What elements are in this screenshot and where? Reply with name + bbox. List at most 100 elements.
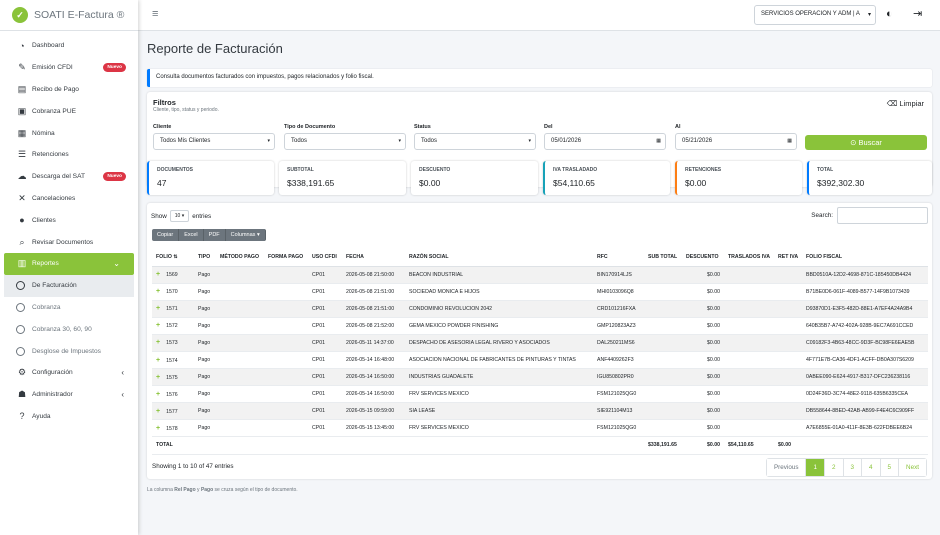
pagination-page-2[interactable]: 2 (824, 459, 844, 476)
table-row[interactable]: +1577 Pago CP01 2026-05-15 09:59:00 SIA LEAS… (152, 402, 928, 421)
sidebar-item-dashboard[interactable]: ◔ Dashboard (0, 35, 138, 57)
sidebar-item-retenciones[interactable]: ☰ Retenciones (0, 144, 138, 166)
col-subtotal[interactable]: SUB TOTAL (644, 248, 682, 267)
table-row[interactable]: +1569 Pago CP01 2026-05-08 21:50:00 BEACON I… (152, 266, 928, 284)
table-row[interactable]: +1573 Pago CP01 2026-05-11 14:37:00 DESPACHO… (152, 334, 928, 352)
col-tipo[interactable]: TIPO (194, 248, 216, 267)
expand-row-icon[interactable]: + (156, 322, 161, 330)
tipo-cell: Pago (194, 402, 216, 421)
sidebar-item-label: Configuración (32, 369, 73, 377)
forma-pago-cell (264, 283, 308, 301)
sidebar-item-reportes[interactable]: ▥ Reportes ⌄ (4, 252, 134, 275)
col-rfc[interactable]: RFC (593, 248, 644, 267)
expand-row-icon[interactable]: + (156, 407, 161, 415)
table-row[interactable]: +1571 Pago CP01 2026-05-08 21:51:00 CONDOMIN… (152, 300, 928, 318)
expand-row-icon[interactable]: + (156, 288, 161, 296)
sidebar-item-administrador[interactable]: ☗ Administrador ‹ (0, 384, 138, 406)
pagination-page-1[interactable]: 1 (806, 459, 825, 476)
cliente-select-value: Todos Mis Clientes (160, 138, 211, 144)
expand-row-icon[interactable]: + (156, 373, 161, 381)
sidebar-item-clientes[interactable]: ● Clientes (0, 209, 138, 231)
col-forma-pago[interactable]: FORMA PAGO (264, 248, 308, 267)
sidebar-item-descarga-sat[interactable]: ☁ Descarga del SAT Nuevo (0, 166, 138, 188)
expand-row-icon[interactable]: + (156, 339, 161, 347)
brand[interactable]: ✓ SOATI E-Factura ® (0, 0, 138, 31)
clear-button[interactable]: ⌫ Limpiar (887, 99, 924, 108)
sidebar-item-revisar-documentos[interactable]: ⌕ Revisar Documentos (0, 231, 138, 253)
search-input[interactable] (837, 207, 928, 224)
folio-fiscal-cell: C09182F3-4B63-48CC-9D3F-BC98FE6EAE5B (802, 334, 928, 352)
sidebar-subitem-desglose-impuestos[interactable]: Desglose de Impuestos (0, 340, 138, 362)
uso-cfdi-cell: CP01 (308, 317, 342, 335)
sidebar-item-nomina[interactable]: ▦ Nómina (0, 122, 138, 144)
total-iva: $54,110.65 (724, 436, 774, 455)
expand-row-icon[interactable]: + (156, 271, 161, 279)
chevron-down-icon: ▾ (528, 138, 531, 144)
col-fecha[interactable]: FECHA (342, 248, 405, 267)
sidebar-item-cobranza-pue[interactable]: ▣ Cobranza PUE (0, 100, 138, 122)
metodo-pago-cell (216, 368, 264, 387)
pagination-page-4[interactable]: 4 (862, 459, 881, 476)
company-select[interactable]: SERVICIOS OPERACION Y ADM | A ▾ (754, 5, 876, 25)
pagination-page-3[interactable]: 3 (843, 459, 863, 476)
table-row[interactable]: +1570 Pago CP01 2026-05-08 21:51:00 SOCIEDAD… (152, 283, 928, 301)
tipo-label: Tipo de Documento (284, 124, 336, 130)
search-button[interactable]: ⊙ Buscar (805, 135, 927, 150)
folio-value: 1576 (166, 391, 178, 398)
sidebar-item-ayuda[interactable]: ? Ayuda (0, 406, 138, 428)
col-ret-iva[interactable]: RET IVA (774, 248, 802, 267)
pagination-next[interactable]: Next (899, 459, 926, 476)
page-length-select[interactable]: 10 ▾ (169, 210, 190, 222)
col-descuento[interactable]: DESCUENTO (682, 248, 724, 267)
expand-row-icon[interactable]: + (156, 424, 161, 432)
sidebar-subitem-cobranza-30-60-90[interactable]: Cobranza 30, 60, 90 (0, 318, 138, 340)
col-uso-cfdi[interactable]: USO CFDI (308, 248, 342, 267)
menu-icon[interactable]: ≡ (152, 8, 159, 20)
status-select[interactable]: Todos ▾ (414, 133, 536, 150)
theme-toggle-icon[interactable]: ◐ (886, 8, 893, 20)
pagination-page-5[interactable]: 5 (880, 459, 900, 476)
tipo-select[interactable]: Todos ▾ (284, 133, 406, 150)
sidebar-subitem-cobranza[interactable]: Cobranza (0, 297, 138, 319)
table-row[interactable]: +1578 Pago CP01 2026-05-15 13:45:00 FRV SERV… (152, 419, 928, 438)
table-row[interactable]: +1576 Pago CP01 2026-05-14 16:50:00 FRV SERV… (152, 385, 928, 404)
forma-pago-cell (264, 351, 308, 370)
circle-icon (16, 302, 25, 312)
del-date-value: 05/01/2026 (551, 138, 582, 144)
sidebar-subitem-de-facturacion[interactable]: De Facturación (4, 274, 134, 297)
sidebar-item-recibo-pago[interactable]: ▤ Recibo de Pago (0, 79, 138, 101)
sidebar-item-cancelaciones[interactable]: ✕ Cancelaciones (0, 188, 138, 210)
sidebar-item-emision-cfdi[interactable]: ✎ Emisión CFDI Nuevo (0, 57, 138, 79)
pagination-previous[interactable]: Previous (766, 459, 807, 476)
col-traslados-iva[interactable]: TRASLADOS IVA (724, 248, 774, 267)
clear-button-label: Limpiar (899, 99, 924, 108)
col-folio-fiscal[interactable]: FOLIO FISCAL (802, 248, 928, 267)
col-folio[interactable]: FOLIO ⇅ (152, 248, 194, 267)
uso-cfdi-cell: CP01 (308, 368, 342, 387)
sidebar-item-configuracion[interactable]: ⚙ Configuración ‹ (0, 362, 138, 384)
fecha-cell: 2026-05-15 09:59:00 (342, 402, 405, 421)
columns-button[interactable]: Columnas ▾ (225, 229, 266, 241)
table-row[interactable]: +1575 Pago CP01 2026-05-14 16:50:00 INDUSTRI… (152, 368, 928, 387)
expand-row-icon[interactable]: + (156, 356, 161, 364)
folio-cell: +1575 (152, 368, 194, 387)
table-row[interactable]: +1574 Pago CP01 2026-05-14 16:48:00 ASOCIACI… (152, 351, 928, 370)
expand-row-icon[interactable]: + (156, 390, 161, 398)
forma-pago-cell (264, 419, 308, 438)
cliente-select[interactable]: Todos Mis Clientes ▾ (153, 133, 275, 150)
table-row[interactable]: +1572 Pago CP01 2026-05-08 21:52:00 GEMA MEX… (152, 317, 928, 335)
al-date-input[interactable]: 05/21/2026 ▦ (675, 133, 797, 150)
expand-row-icon[interactable]: + (156, 305, 161, 313)
excel-button[interactable]: Excel (179, 229, 204, 241)
pdf-button[interactable]: PDF (203, 229, 226, 241)
logout-icon[interactable]: ⇥ (913, 8, 923, 20)
col-metodo-pago[interactable]: MÉTODO PAGO (216, 248, 264, 267)
chevron-down-icon: ⌄ (113, 259, 120, 269)
folio-fiscal-cell: DB558644-8BED-42AB-AB99-F4E4C6C909FF (802, 402, 928, 421)
copy-button[interactable]: Copiar (152, 229, 180, 241)
sidebar-item-label: Clientes (32, 216, 56, 224)
del-date-input[interactable]: 05/01/2026 ▦ (544, 133, 666, 150)
entries-label: entries (192, 212, 212, 220)
col-razon-social[interactable]: RAZÓN SOCIAL (405, 248, 593, 267)
ret-iva-cell (774, 283, 802, 301)
